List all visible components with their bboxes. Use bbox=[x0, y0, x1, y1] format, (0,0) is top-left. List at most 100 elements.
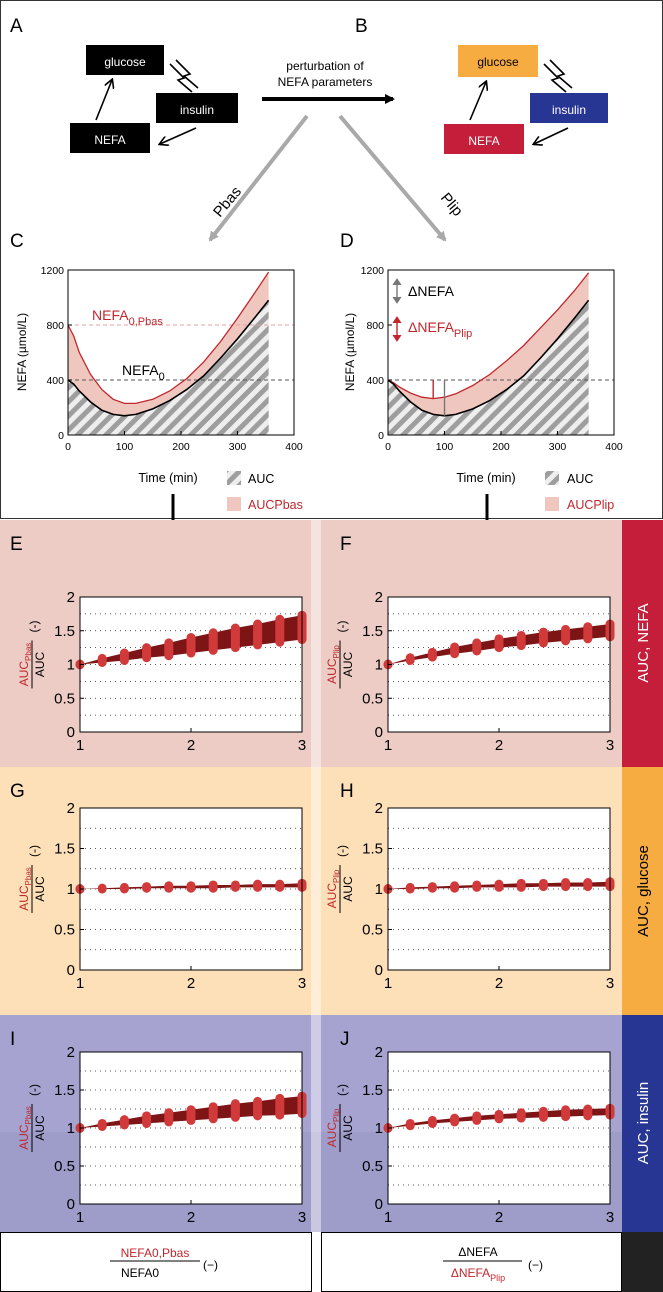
panel-h-ylabel-num-main: AUC bbox=[325, 883, 339, 909]
panel-d-auc-area bbox=[388, 300, 589, 435]
perturbation-label-1: perturbation of bbox=[286, 59, 364, 73]
panel-j-chart: 1 2 3 0 0.5 1 1.5 2 AUCPlip AUC (-) bbox=[325, 1044, 615, 1226]
panel-h-xtick-label: 1 bbox=[384, 975, 392, 992]
panel-i-ylabel-num-main: AUC bbox=[17, 1124, 31, 1150]
panel-e-xtick-label: 2 bbox=[187, 737, 195, 754]
bottom-label-right-box bbox=[321, 1232, 622, 1292]
panel-j-ylabel-unit: (-) bbox=[335, 1084, 349, 1096]
panel-d-legend-auc-swatch bbox=[545, 471, 559, 485]
panel-d-xtick-label: 300 bbox=[549, 441, 567, 453]
panel-i-xtick-label: 2 bbox=[187, 1209, 195, 1226]
branch-arrow-plip bbox=[338, 114, 447, 242]
panel-e-xtick-label: 3 bbox=[298, 737, 306, 754]
panel-e-chart: 1 2 3 0 0.5 1 1.5 2 AUCPbas AUC (-) bbox=[17, 589, 307, 754]
panel-h-chart: 1 2 3 0 0.5 1 1.5 2 AUCPlip AUC (-) bbox=[325, 800, 615, 992]
panel-e-ytick-label: 2 bbox=[67, 589, 75, 606]
panel-h-ytick-label: 0 bbox=[375, 962, 383, 979]
panel-j-ytick-label: 0 bbox=[375, 1196, 383, 1213]
panel-d-xtick-label: 200 bbox=[492, 441, 510, 453]
bottom-left-den: NEFA0 bbox=[121, 1266, 159, 1280]
panel-g-ytick-label: 1 bbox=[67, 881, 75, 898]
panel-d-ytick-label: 800 bbox=[366, 320, 384, 332]
panel-c-legend-auc: AUC bbox=[248, 472, 274, 486]
branch-arrow-pbas bbox=[208, 114, 309, 242]
bottom-label-left-box bbox=[0, 1232, 312, 1292]
panel-c-ann-nefa0-sub: 0 bbox=[159, 371, 165, 383]
panel-c-xtick-label: 0 bbox=[65, 441, 71, 453]
panel-g-range-bar bbox=[97, 883, 107, 894]
panel-d-ticks: 0 100 200 300 400 0 400 800 1200 bbox=[361, 265, 623, 453]
insulin-node-b bbox=[530, 93, 608, 123]
panel-g-ylabel: AUCPbas AUC (-) bbox=[17, 845, 47, 913]
panel-i-ytick-label: 2 bbox=[67, 1044, 75, 1061]
bottom-right-den-sub: Plip bbox=[490, 1273, 505, 1283]
panel-c-xtick-label: 300 bbox=[229, 441, 247, 453]
panel-c-legend-auc-swatch bbox=[227, 471, 241, 485]
panel-j-ytick-label: 2 bbox=[375, 1044, 383, 1061]
panel-i-chart: 1 2 3 0 0.5 1 1.5 2 AUCPbas AUC (-) bbox=[17, 1044, 307, 1226]
panel-g-chart: 1 2 3 0 0.5 1 1.5 2 AUCPbas AUC (-) bbox=[17, 800, 307, 992]
panel-e-ylabel: AUCPbas AUC (-) bbox=[17, 621, 47, 689]
panel-c-ticks: 0 100 200 300 400 0 400 800 1200 bbox=[41, 265, 303, 453]
panel-h-ytick-label: 1.5 bbox=[362, 841, 383, 858]
panel-d-nefa0-line bbox=[387, 299, 590, 417]
diagram-a: glucose insulin NEFA bbox=[70, 45, 238, 153]
panel-c-ytick-label: 1200 bbox=[41, 265, 65, 277]
panel-g-ytick-label: 0 bbox=[67, 962, 75, 979]
zigzag-icon-a2 bbox=[175, 59, 199, 89]
panel-d-xtick-label: 400 bbox=[605, 441, 623, 453]
panel-g-ylabel-num-sub: Pbas bbox=[24, 867, 33, 885]
bottom-corner-block bbox=[622, 1232, 663, 1292]
panel-h-ytick-label: 0.5 bbox=[362, 922, 383, 939]
panel-d-legend-auc: AUC bbox=[567, 472, 593, 486]
panel-j-xtick-label: 1 bbox=[384, 1209, 392, 1226]
panel-d-xlabel: Time (min) bbox=[456, 471, 515, 485]
panel-d-ytick-label: 0 bbox=[378, 430, 384, 442]
nefa-node-b-label: NEFA bbox=[468, 134, 499, 148]
panel-letter-h: H bbox=[340, 781, 354, 802]
panel-c-xlabel: Time (min) bbox=[138, 471, 197, 485]
diagram-b: glucose insulin NEFA bbox=[444, 45, 608, 154]
bottom-left-num: NEFA0,Pbas bbox=[121, 1246, 190, 1260]
panel-i-ylabel: AUCPbas AUC (-) bbox=[17, 1084, 47, 1152]
panel-f-ytick-label: 0 bbox=[375, 724, 383, 741]
panel-i-ylabel-num-sub: Pbas bbox=[24, 1106, 33, 1124]
nefa-node-a-label: NEFA bbox=[94, 133, 125, 147]
panel-i-ylabel-unit: (-) bbox=[27, 1084, 41, 1096]
panel-g-xtick-label: 2 bbox=[187, 975, 195, 992]
panel-j-ylabel-num: AUCPlip bbox=[325, 1108, 341, 1147]
panel-g-ylabel-den: AUC bbox=[33, 876, 47, 902]
panel-d-xtick-label: 100 bbox=[436, 441, 454, 453]
panel-i-ytick-label: 0 bbox=[67, 1196, 75, 1213]
panel-f-ylabel-den: AUC bbox=[341, 652, 355, 678]
panel-g-ytick-label: 1.5 bbox=[54, 841, 75, 858]
panel-f-ylabel-unit: (-) bbox=[335, 621, 349, 633]
bottom-right-num: ΔNEFA bbox=[458, 1245, 497, 1259]
panel-i-ylabel-den: AUC bbox=[33, 1115, 47, 1141]
glucose-node-b bbox=[458, 45, 538, 77]
panel-c-ann-nefa0: NEFA0 bbox=[122, 362, 165, 383]
panel-f-ylabel-num-sub: Plip bbox=[332, 645, 341, 659]
panel-e-xtick-label: 1 bbox=[76, 737, 84, 754]
panel-c-xtick-label: 200 bbox=[172, 441, 190, 453]
panel-h-ytick-label: 2 bbox=[375, 800, 383, 817]
panel-d-ylabel: NEFA (µmol/L) bbox=[343, 313, 357, 391]
side-label-insulin: AUC, insulin bbox=[635, 1082, 652, 1165]
panel-letter-i: I bbox=[10, 1029, 15, 1050]
glucose-node-a bbox=[86, 45, 164, 75]
panel-g-ytick-label: 2 bbox=[67, 800, 75, 817]
panel-e-ylabel-unit: (-) bbox=[27, 621, 41, 633]
panel-d-ytick-label: 400 bbox=[366, 375, 384, 387]
panel-f-xtick-label: 1 bbox=[384, 737, 392, 754]
panel-letter-g: G bbox=[10, 781, 25, 802]
panel-j-ytick-label: 1.5 bbox=[362, 1082, 383, 1099]
panel-letter-e: E bbox=[10, 534, 23, 555]
panel-c-legend-fill-swatch bbox=[227, 497, 241, 511]
panel-h-xtick-label: 2 bbox=[495, 975, 503, 992]
panel-e-ylabel-den: AUC bbox=[33, 652, 47, 678]
panel-h-ylabel-num-sub: Plip bbox=[332, 869, 341, 883]
panel-c-chart: 0 100 200 300 400 0 400 800 1200 NEFA (µmol/L) T… bbox=[15, 265, 303, 512]
side-label-nefa: AUC, NEFA bbox=[635, 603, 652, 682]
panel-j-ytick-label: 0.5 bbox=[362, 1158, 383, 1175]
